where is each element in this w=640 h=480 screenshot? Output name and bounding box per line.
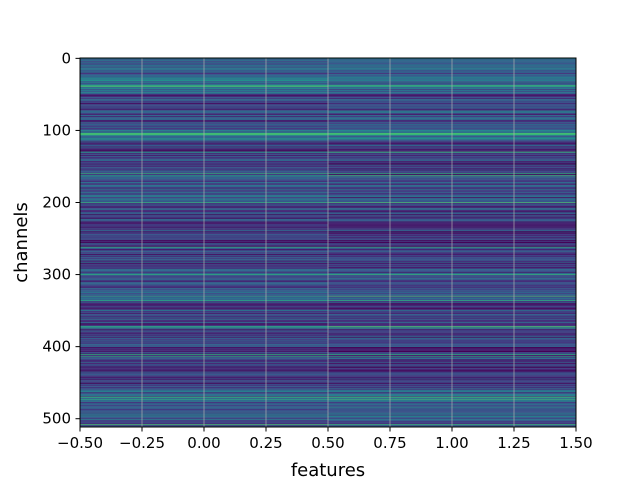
- x-tick-label: 1.50: [559, 434, 592, 452]
- x-tick-label: 0.75: [373, 434, 406, 452]
- x-axis-label: features: [291, 460, 365, 480]
- y-tick-label: 0: [61, 49, 71, 67]
- x-tick-label: 0.00: [187, 434, 220, 452]
- y-axis: 0 100 200 300 400 500: [42, 49, 80, 428]
- x-tick-label: 0.25: [249, 434, 282, 452]
- x-tick-label: −0.50: [57, 434, 103, 452]
- x-tick-label: 1.25: [497, 434, 530, 452]
- y-tick-label: 400: [42, 338, 71, 356]
- x-tick-label: 0.50: [311, 434, 344, 452]
- y-axis-label: channels: [11, 202, 32, 283]
- y-tick-label: 100: [42, 121, 71, 139]
- x-tick-label: 1.00: [435, 434, 468, 452]
- y-tick-label: 300: [42, 266, 71, 284]
- x-axis: −0.50 −0.25 0.00 0.25 0.50 0.75 1.00 1.25 1.50: [57, 427, 593, 452]
- x-tick-label: −0.25: [119, 434, 165, 452]
- y-tick-label: 200: [42, 194, 71, 212]
- y-tick-label: 500: [42, 410, 71, 428]
